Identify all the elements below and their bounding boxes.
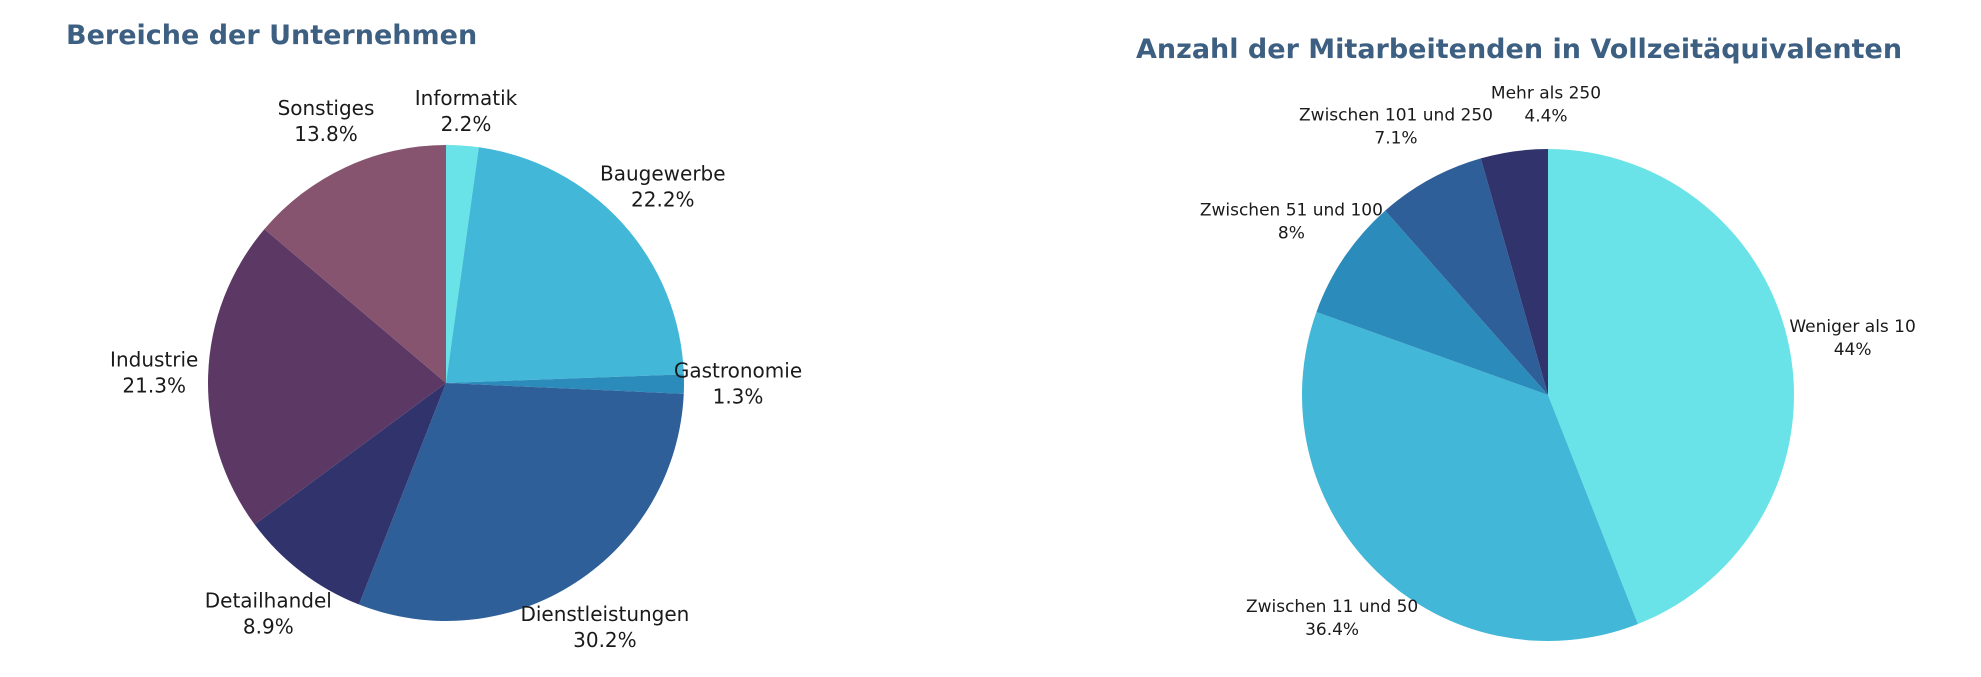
pie-slice-baugewerbe — [446, 147, 684, 383]
slice-name: Mehr als 250 — [1491, 84, 1601, 104]
slice-percent: 4.4% — [1524, 107, 1567, 127]
slice-label-detailhandel: Detailhandel 8.9% — [205, 589, 332, 639]
pie-slice-industrie — [208, 229, 446, 525]
slice-label-dienstleistungen: Dienstleistungen 30.2% — [520, 602, 689, 652]
pie-slice-sonstiges — [264, 145, 446, 383]
slice-name: Weniger als 10 — [1789, 317, 1915, 337]
slice-percent: 44% — [1834, 340, 1872, 360]
chart-employees: Anzahl der Mitarbeitenden in Vollzeitäqu… — [990, 0, 1981, 677]
slice-name: Dienstleistungen — [520, 602, 689, 626]
slice-label-informatik: Informatik 2.2% — [415, 86, 518, 136]
slice-label-zwischen-101-und-250: Zwischen 101 und 250 7.1% — [1299, 106, 1493, 149]
slice-percent: 2.2% — [441, 112, 492, 136]
chart-title: Anzahl der Mitarbeitenden in Vollzeitäqu… — [1136, 34, 1903, 65]
pie-slice-mehr-als-250 — [1480, 149, 1548, 395]
pie-slice-informatik — [446, 145, 479, 383]
slice-label-weniger-als-10: Weniger als 10 44% — [1789, 317, 1915, 360]
pie-slice-zwischen-51-und-100 — [1316, 210, 1548, 395]
slice-percent: 36.4% — [1305, 620, 1359, 640]
slice-label-zwischen-51-und-100: Zwischen 51 und 100 8% — [1200, 201, 1383, 244]
slice-label-mehr-als-250: Mehr als 250 4.4% — [1491, 84, 1601, 127]
slice-label-baugewerbe: Baugewerbe 22.2% — [600, 161, 726, 211]
slice-name: Sonstiges — [278, 96, 375, 120]
slice-label-zwischen-11-und-50: Zwischen 11 und 50 36.4% — [1246, 597, 1418, 640]
slice-percent: 22.2% — [631, 187, 695, 211]
slice-percent: 21.3% — [122, 373, 186, 397]
slice-name: Zwischen 51 und 100 — [1200, 201, 1383, 221]
pie-chart-employees: Weniger als 10 44% Zwischen 11 und 50 36.4%… — [1200, 84, 1916, 641]
slice-percent: 7.1% — [1374, 129, 1417, 149]
pie-slice-detailhandel — [254, 383, 446, 605]
slice-label-gastronomie: Gastronomie 1.3% — [674, 358, 802, 408]
pie-slice-zwischen-11-und-50 — [1301, 311, 1638, 641]
slice-percent: 8% — [1278, 224, 1305, 244]
slice-name: Detailhandel — [205, 589, 332, 613]
chart-title: Bereiche der Unternehmen — [66, 20, 478, 51]
slice-name: Gastronomie — [674, 358, 802, 382]
pie-slice-dienstleistungen — [359, 383, 684, 622]
pie-slice-zwischen-101-und-250 — [1385, 158, 1548, 395]
pie-slice-weniger-als-10 — [1548, 149, 1794, 624]
slice-name: Zwischen 11 und 50 — [1246, 597, 1418, 617]
slice-name: Industrie — [110, 347, 198, 371]
slice-percent: 13.8% — [294, 122, 358, 146]
slice-name: Informatik — [415, 86, 518, 110]
slice-percent: 30.2% — [573, 628, 637, 652]
slice-name: Baugewerbe — [600, 161, 726, 185]
pie-slice-gastronomie — [446, 374, 684, 394]
slice-label-industrie: Industrie 21.3% — [110, 347, 198, 397]
slice-label-sonstiges: Sonstiges 13.8% — [278, 96, 375, 146]
pie-chart-sectors: Informatik 2.2% Baugewerbe 22.2% Gastronomie… — [110, 86, 802, 652]
slice-percent: 1.3% — [713, 384, 764, 408]
slice-percent: 8.9% — [243, 615, 294, 639]
chart-sectors: Bereiche der Unternehmen Informatik 2.2% B… — [0, 0, 990, 677]
slice-name: Zwischen 101 und 250 — [1299, 106, 1493, 126]
